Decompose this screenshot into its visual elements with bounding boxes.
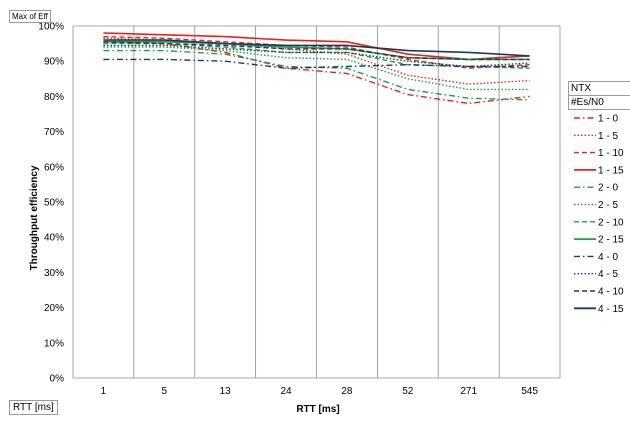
legend-header-title: NTX: [569, 82, 630, 96]
series-line-4-10: [103, 41, 530, 61]
legend-label-4-5: 4 - 5: [598, 269, 618, 280]
y-tick-label: 50%: [44, 198, 64, 209]
y-tick-label: 70%: [44, 127, 64, 138]
x-tick-label: 24: [281, 386, 293, 397]
y-axis-label: Throughput efficiency: [29, 165, 40, 270]
series-line-1-0: [103, 41, 530, 105]
series-line-2-0: [103, 49, 530, 101]
legend-label-1-10: 1 - 10: [598, 148, 624, 159]
legend-label-4-10: 4 - 10: [598, 287, 624, 298]
axis-field-button-rtt[interactable]: RTT [ms]: [9, 400, 58, 415]
x-tick-label: 271: [460, 386, 477, 397]
series-line-2-5: [103, 46, 530, 91]
legend-label-2-10: 2 - 10: [598, 217, 624, 228]
x-tick-label: 28: [341, 386, 353, 397]
legend-header[interactable]: NTX #Es/N0: [568, 81, 630, 110]
gridlines: [72, 25, 561, 379]
y-tick-label: 0%: [50, 374, 65, 385]
y-tick-label: 20%: [44, 303, 64, 314]
series-line-4-5: [103, 44, 530, 68]
y-tick-label: 80%: [44, 92, 64, 103]
y-tick-label: 40%: [44, 233, 64, 244]
legend: 1 - 0 1 - 5 1 - 10 1 - 15 2 - 0 2 - 5 2 - 10 2 …: [574, 114, 624, 315]
legend-header-subtitle: #Es/N0: [571, 97, 604, 108]
legend-label-1-0: 1 - 0: [598, 114, 618, 125]
y-tick-label: 100%: [38, 22, 64, 33]
legend-label-2-5: 2 - 5: [598, 200, 618, 211]
legend-label-1-15: 1 - 15: [598, 165, 624, 176]
x-tick-labels: 1 5 13 24 28 52 271 545: [101, 386, 539, 397]
legend-label-2-0: 2 - 0: [598, 183, 618, 194]
series-line-4-0: [103, 58, 530, 69]
x-tick-label: 545: [521, 386, 538, 397]
y-tick-label: 60%: [44, 162, 64, 173]
y-tick-labels: 0% 10% 20% 30% 40% 50% 60% 70% 80% 90% 100%: [38, 22, 64, 385]
x-tick-label: 52: [402, 386, 414, 397]
legend-label-1-5: 1 - 5: [598, 131, 618, 142]
legend-label-2-15: 2 - 15: [598, 235, 624, 246]
series-lines: [103, 32, 530, 105]
legend-label-4-0: 4 - 0: [598, 252, 618, 263]
x-axis-label: RTT [ms]: [296, 404, 339, 415]
x-tick-label: 1: [101, 386, 107, 397]
x-tick-label: 5: [162, 386, 168, 397]
y-tick-label: 90%: [44, 57, 64, 68]
field-button-max-of-eff[interactable]: Max of Eff: [9, 10, 51, 23]
x-tick-label: 13: [220, 386, 232, 397]
y-tick-label: 10%: [44, 338, 64, 349]
legend-label-4-15: 4 - 15: [598, 304, 624, 315]
y-tick-label: 30%: [44, 268, 64, 279]
series-line-4-15: [103, 39, 530, 57]
